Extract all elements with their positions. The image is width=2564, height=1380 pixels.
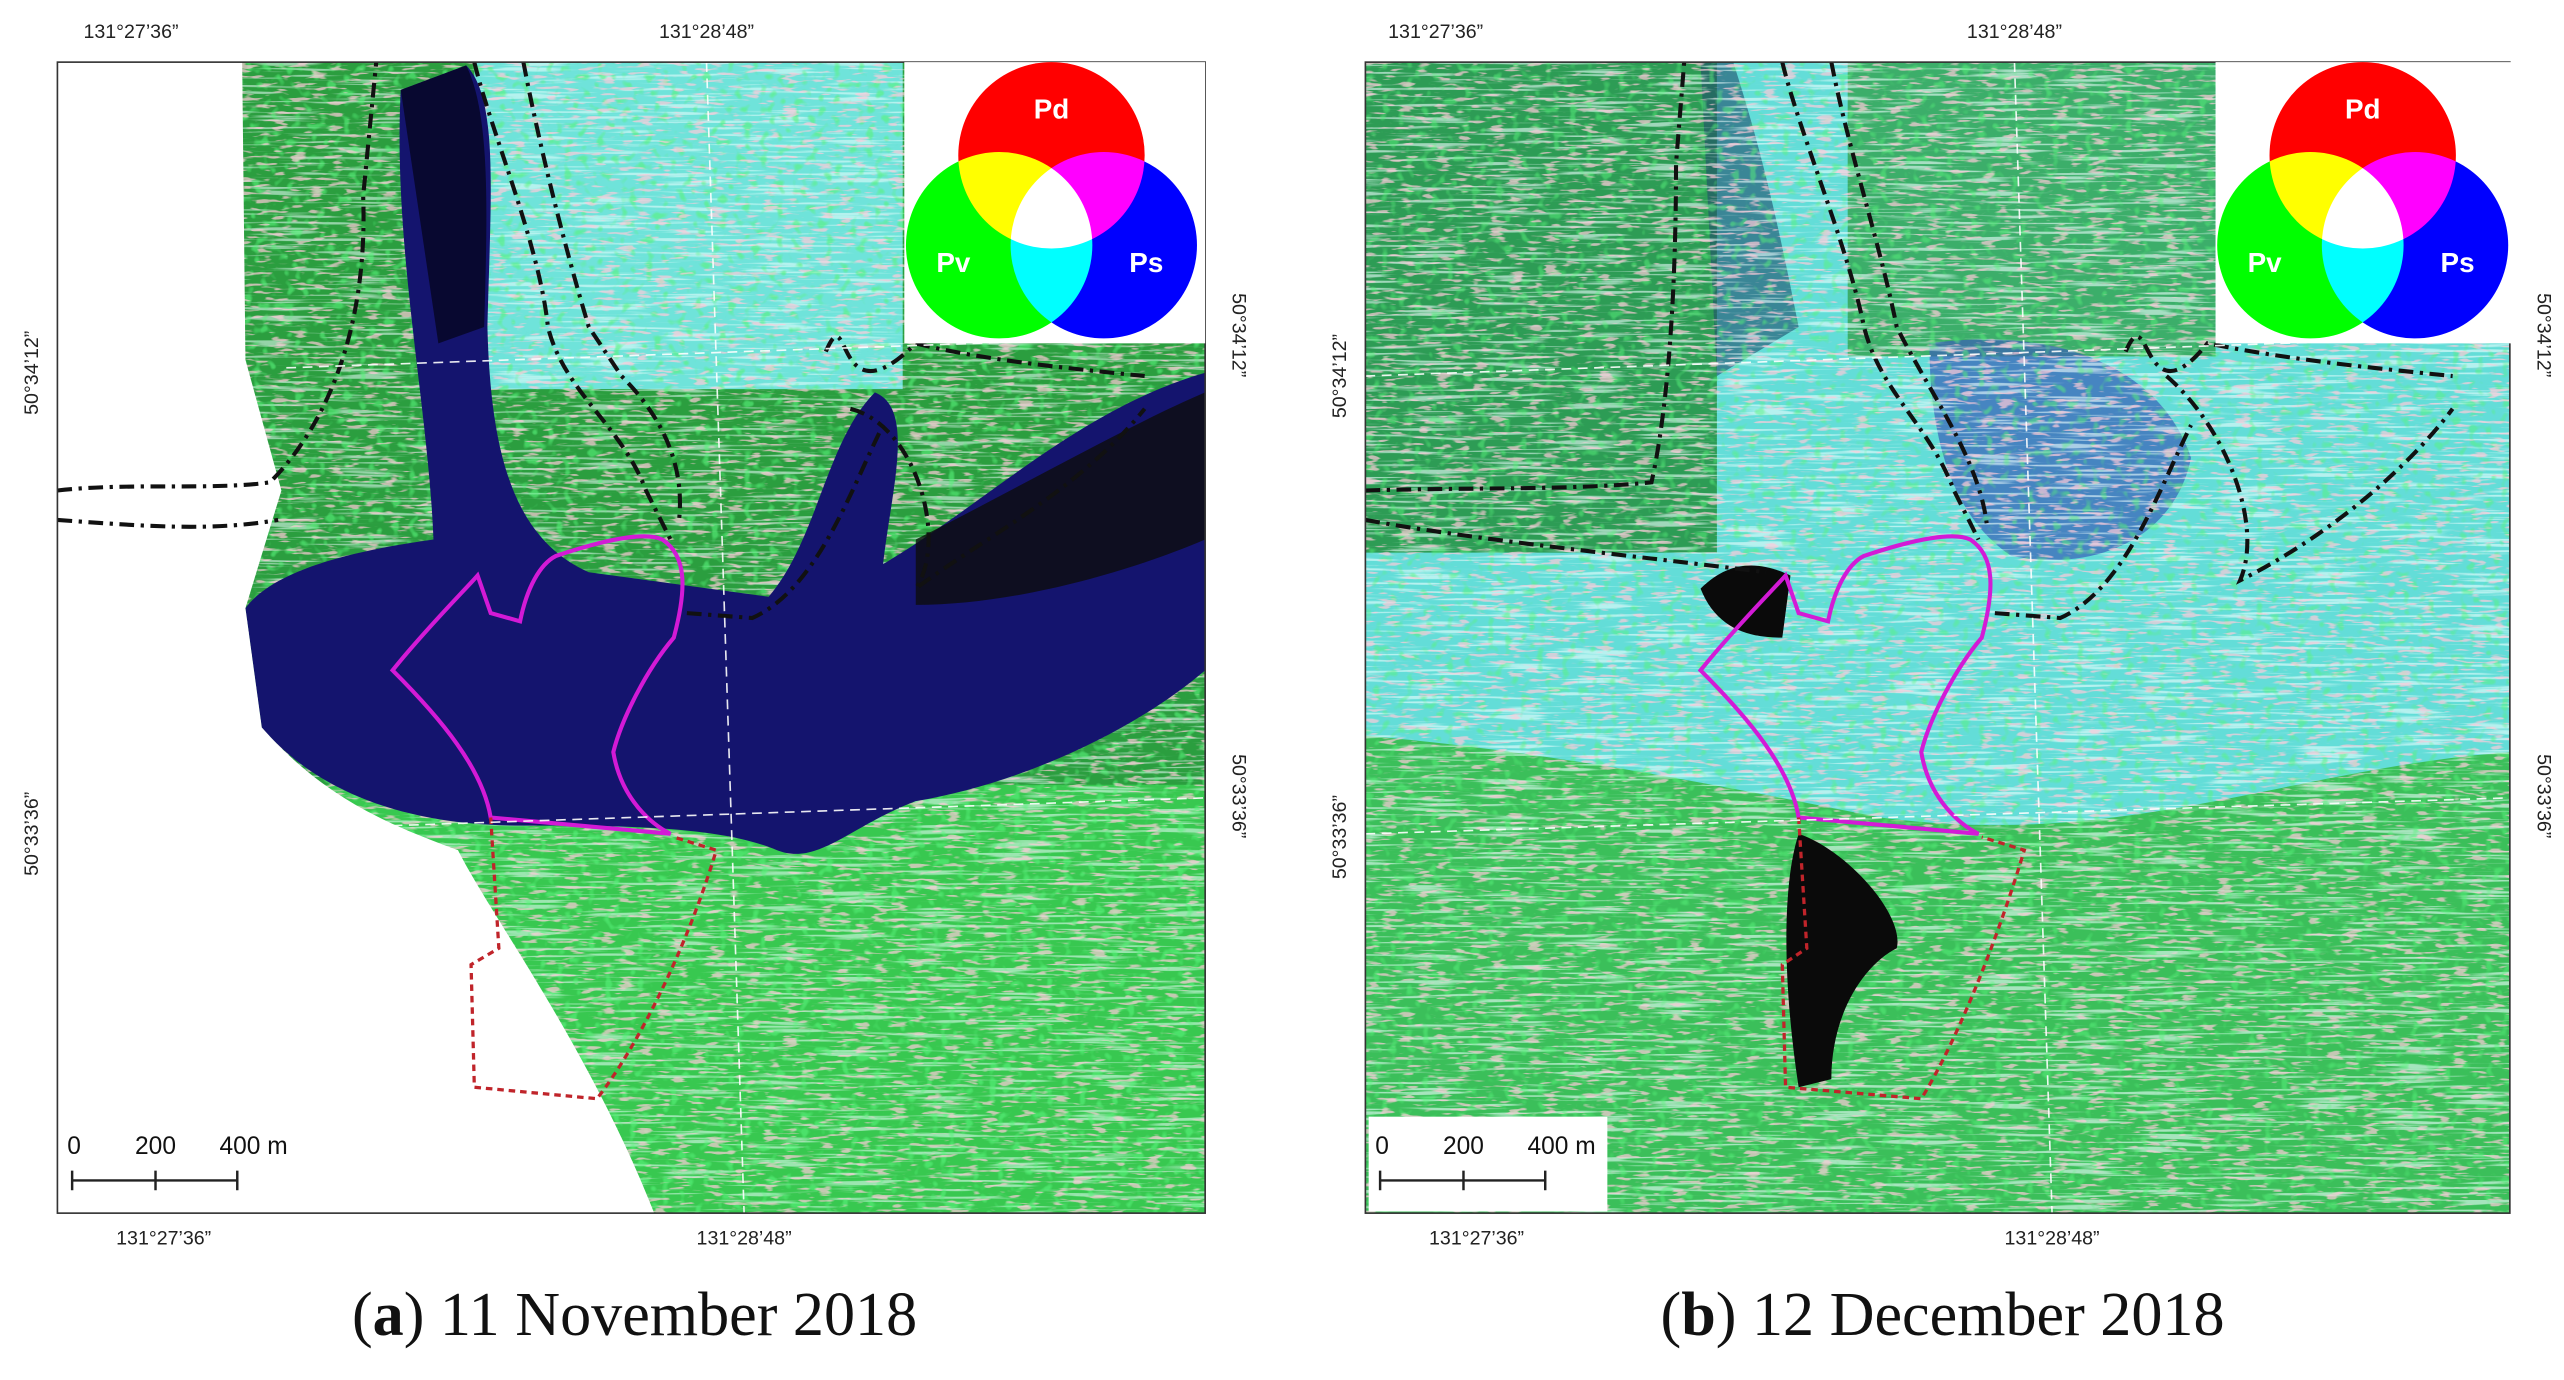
left-coord-label: 50°33’36” [21, 792, 43, 876]
legend-label: Pd [2345, 94, 2381, 125]
right-coord-label: 50°33’36” [2532, 754, 2554, 838]
scale-label: 400 m [220, 1133, 288, 1160]
caption-open: ( [1661, 1281, 1682, 1349]
right-coord-label: 50°34’12” [2532, 293, 2554, 377]
bottom-coord-label: 131°27’36” [116, 1227, 211, 1249]
left-coord-label: 50°33’36” [1329, 795, 1351, 879]
legend-circles [905, 62, 1197, 339]
scale-label: 0 [1375, 1133, 1389, 1160]
top-coord-label: 131°28’48” [659, 21, 754, 43]
left-coord-label: 50°34’12” [1329, 334, 1351, 418]
right-coord-label: 50°34’12” [1228, 293, 1250, 377]
top-coord-label: 131°27’36” [1388, 21, 1483, 43]
legend-label: Ps [2441, 247, 2475, 278]
panel: 131°27’36” 131°28’48” 131°27’36” 131°28’48”… [21, 21, 1250, 1349]
legend-label: Ps [1129, 247, 1163, 278]
legend-label: Pd [1034, 94, 1070, 125]
caption-open: ( [352, 1281, 373, 1349]
caption-text: ) 11 November 2018 [404, 1281, 917, 1349]
legend-label: Pv [2248, 247, 2283, 278]
legend-label: Pv [936, 247, 971, 278]
scale-label: 400 m [1528, 1133, 1596, 1160]
bottom-coord-label: 131°28’48” [697, 1227, 792, 1249]
legend-circle [2321, 152, 2509, 339]
caption-text: ) 12 December 2018 [1716, 1281, 2225, 1349]
legend-circles [2217, 62, 2509, 339]
legend-circle [1010, 152, 1197, 339]
scale-label: 200 [1443, 1133, 1484, 1160]
left-coord-label: 50°34’12” [21, 331, 43, 415]
scale-label: 200 [135, 1133, 176, 1160]
caption: (a) 11 November 2018 [352, 1281, 917, 1349]
caption-letter: a [373, 1281, 404, 1349]
panel: 131°27’36” 131°28’48” 131°27’36” 131°28’48”… [1329, 21, 2554, 1349]
bottom-coord-label: 131°28’48” [2005, 1227, 2100, 1249]
right-coord-label: 50°33’36” [1228, 754, 1250, 838]
scale-box [1368, 1116, 1608, 1212]
caption: (b) 12 December 2018 [1661, 1281, 2225, 1349]
bottom-coord-label: 131°27’36” [1429, 1227, 1524, 1249]
caption-letter: b [1681, 1281, 1716, 1349]
top-coord-label: 131°27’36” [83, 21, 178, 43]
scale-label: 0 [67, 1133, 81, 1160]
top-coord-label: 131°28’48” [1967, 21, 2062, 43]
